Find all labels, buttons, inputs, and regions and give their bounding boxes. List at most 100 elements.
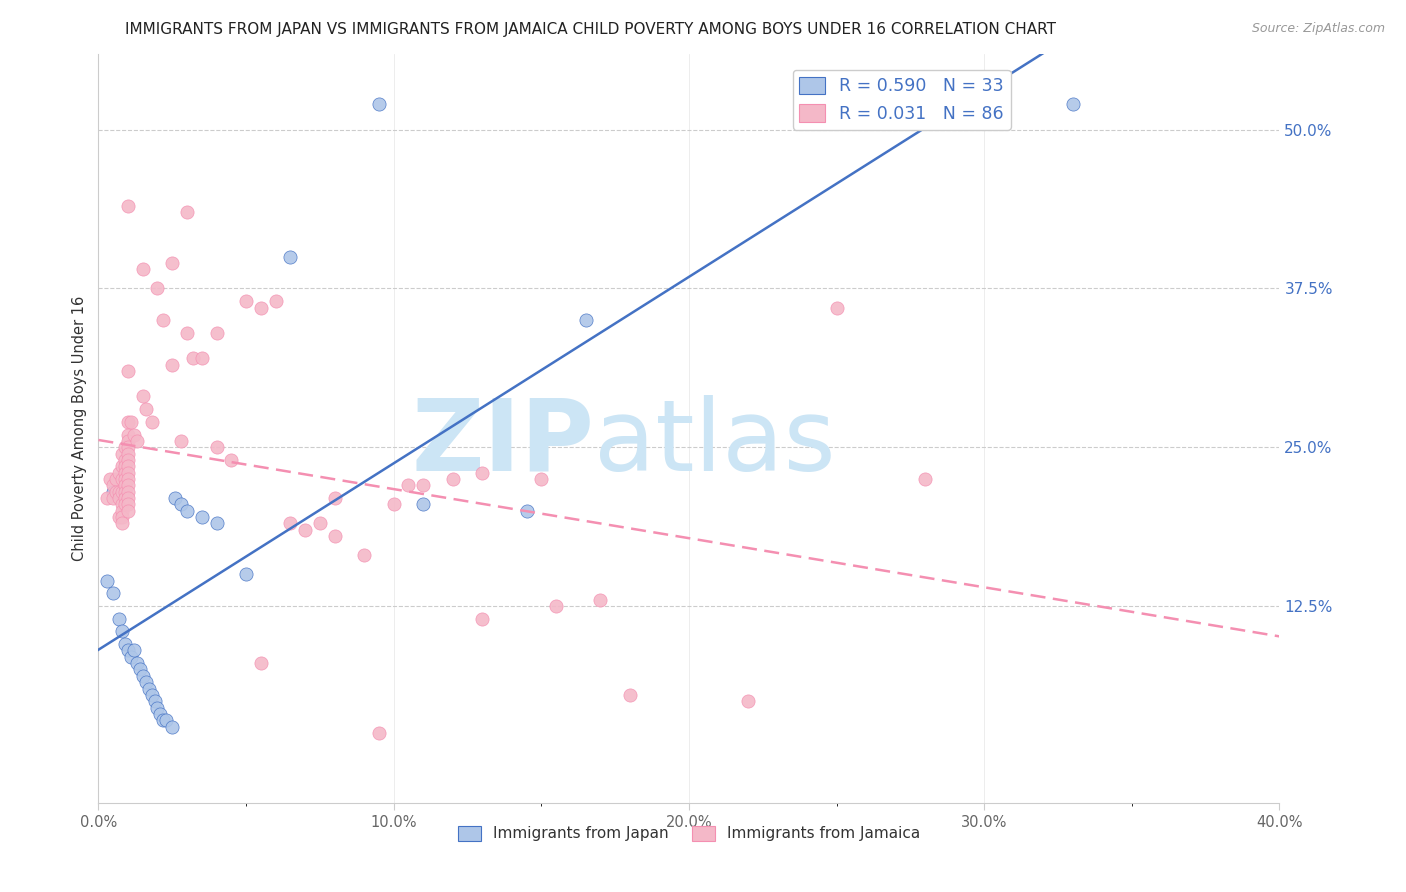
Point [114, 497, 136, 511]
Point [103, 586, 125, 600]
Point [530, 472, 553, 486]
Point [114, 484, 136, 499]
Point [117, 484, 139, 499]
Point [128, 663, 150, 677]
Point [103, 484, 125, 499]
Point [162, 358, 183, 372]
Point [914, 472, 936, 486]
Point [98, 472, 121, 486]
Point [368, 97, 391, 112]
Point [108, 484, 131, 499]
Point [117, 504, 139, 518]
Point [120, 415, 142, 429]
Point [155, 713, 177, 727]
Point [146, 281, 169, 295]
Point [114, 472, 136, 486]
Point [96, 574, 118, 588]
Point [825, 301, 848, 315]
Point [412, 497, 434, 511]
Point [589, 592, 612, 607]
Point [111, 510, 134, 524]
Point [105, 472, 128, 486]
Text: Source: ZipAtlas.com: Source: ZipAtlas.com [1251, 22, 1385, 36]
Point [323, 491, 346, 505]
Point [205, 326, 228, 340]
Point [132, 669, 155, 683]
Point [122, 427, 145, 442]
Point [117, 491, 139, 505]
Point [221, 453, 243, 467]
Point [125, 656, 148, 670]
Point [125, 434, 148, 448]
Point [412, 478, 434, 492]
Point [176, 205, 198, 219]
Point [162, 256, 183, 270]
Point [117, 440, 139, 454]
Point [117, 415, 139, 429]
Point [114, 478, 136, 492]
Point [135, 675, 157, 690]
Point [138, 681, 160, 696]
Point [546, 599, 568, 613]
Point [250, 656, 273, 670]
Point [382, 497, 405, 511]
Point [135, 402, 157, 417]
Point [117, 472, 139, 486]
Point [132, 262, 155, 277]
Point [146, 700, 169, 714]
Text: IMMIGRANTS FROM JAPAN VS IMMIGRANTS FROM JAMAICA CHILD POVERTY AMONG BOYS UNDER : IMMIGRANTS FROM JAPAN VS IMMIGRANTS FROM… [125, 22, 1056, 37]
Point [108, 510, 131, 524]
Point [294, 523, 316, 537]
Point [111, 459, 134, 474]
Point [205, 516, 228, 531]
Point [117, 466, 139, 480]
Point [441, 472, 464, 486]
Point [170, 434, 193, 448]
Point [143, 694, 166, 708]
Point [181, 351, 204, 366]
Point [141, 688, 163, 702]
Point [117, 199, 139, 213]
Point [619, 688, 641, 702]
Point [122, 643, 145, 657]
Point [235, 567, 257, 582]
Point [103, 478, 125, 492]
Point [114, 440, 136, 454]
Point [111, 497, 134, 511]
Point [737, 694, 759, 708]
Point [152, 713, 174, 727]
Point [516, 504, 538, 518]
Point [323, 529, 346, 543]
Point [114, 637, 136, 651]
Point [117, 427, 139, 442]
Point [191, 351, 214, 366]
Point [280, 516, 302, 531]
Point [120, 649, 142, 664]
Point [111, 472, 134, 486]
Point [117, 497, 139, 511]
Point [117, 364, 139, 378]
Point [162, 720, 183, 734]
Point [398, 478, 420, 492]
Point [471, 466, 494, 480]
Point [309, 516, 332, 531]
Point [114, 491, 136, 505]
Point [280, 250, 302, 264]
Point [471, 612, 494, 626]
Point [114, 459, 136, 474]
Point [191, 510, 214, 524]
Text: ZIP: ZIP [412, 394, 595, 491]
Point [111, 516, 134, 531]
Point [176, 326, 198, 340]
Point [165, 491, 187, 505]
Point [575, 313, 598, 327]
Point [205, 440, 228, 454]
Point [117, 643, 139, 657]
Point [111, 446, 134, 460]
Point [108, 491, 131, 505]
Point [176, 504, 198, 518]
Point [250, 301, 273, 315]
Point [103, 491, 125, 505]
Point [117, 434, 139, 448]
Point [108, 612, 131, 626]
